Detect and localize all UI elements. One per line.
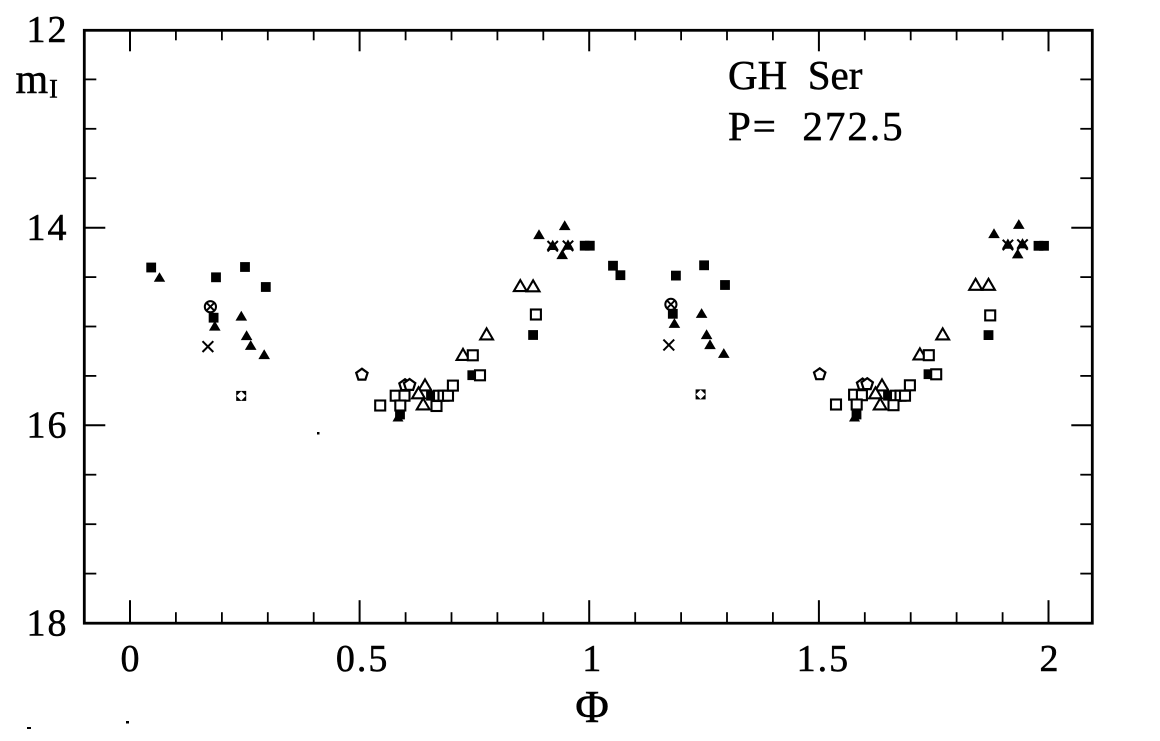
svg-text:18: 18 [27, 603, 69, 645]
svg-text:P= 272.5: P= 272.5 [728, 103, 905, 149]
svg-text:0: 0 [121, 638, 142, 680]
svg-text:0.5: 0.5 [336, 638, 390, 680]
svg-text:1.5: 1.5 [797, 638, 851, 680]
svg-text:12: 12 [27, 9, 69, 51]
svg-text:14: 14 [27, 207, 69, 249]
svg-text:GH Ser: GH Ser [728, 52, 863, 98]
svg-text:1: 1 [582, 638, 603, 680]
svg-text:16: 16 [27, 405, 69, 447]
svg-text:2: 2 [1040, 638, 1061, 680]
svg-text:Φ: Φ [575, 681, 611, 732]
